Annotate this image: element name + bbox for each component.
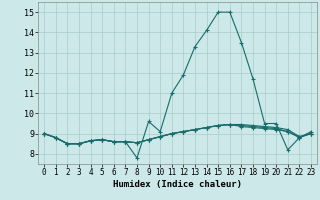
X-axis label: Humidex (Indice chaleur): Humidex (Indice chaleur): [113, 180, 242, 189]
